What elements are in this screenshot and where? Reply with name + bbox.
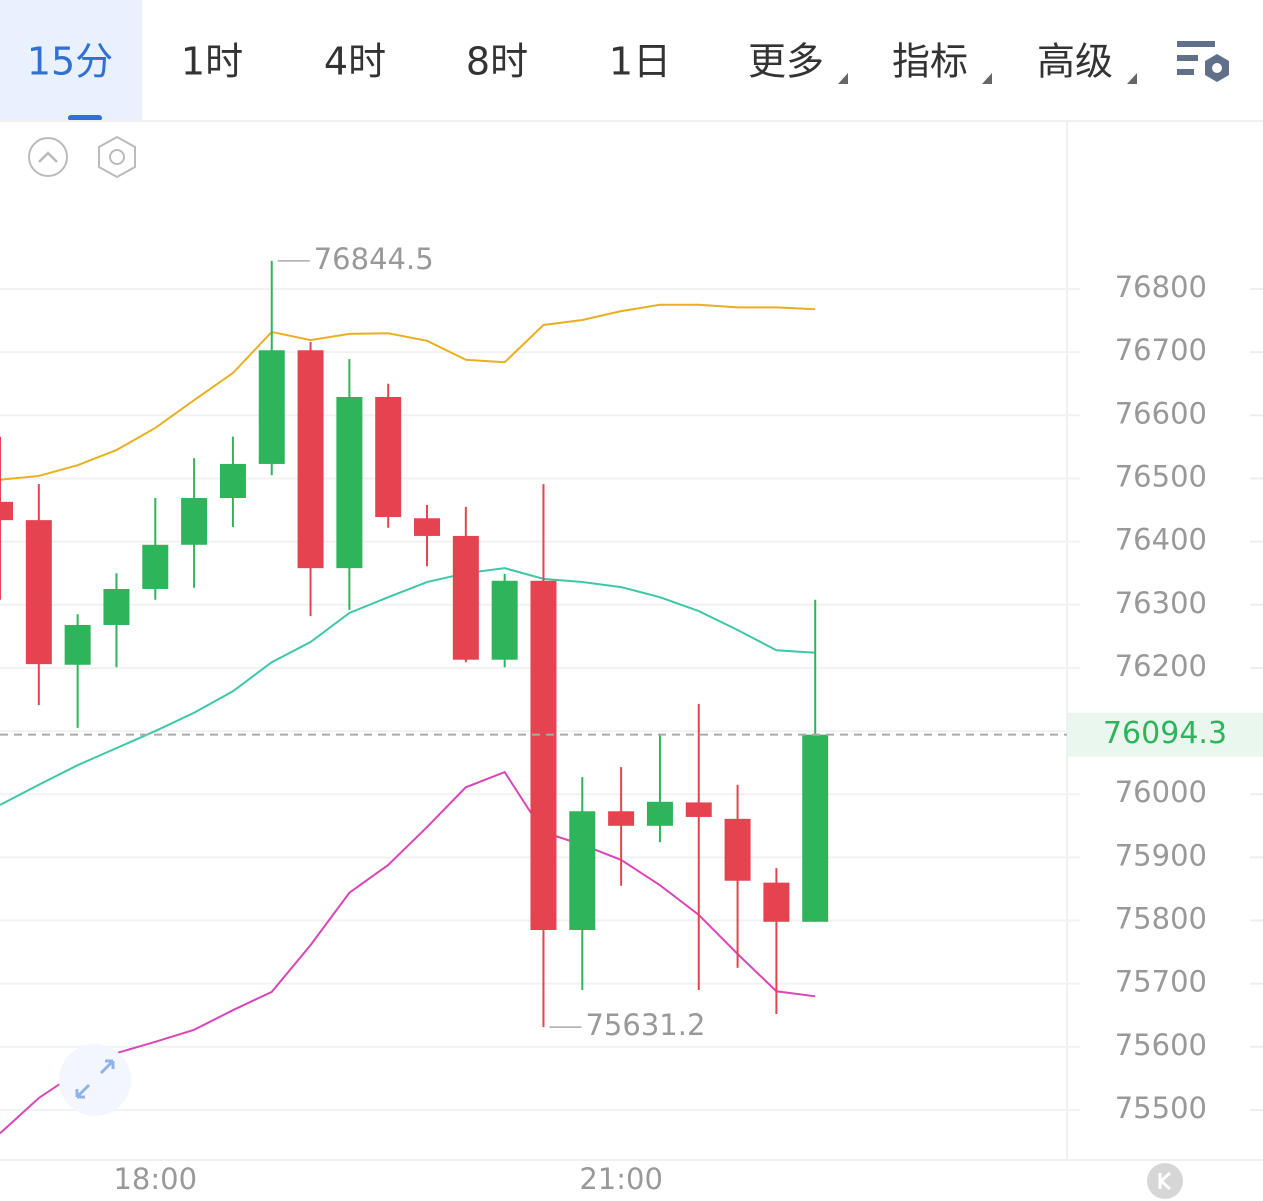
candle-body xyxy=(375,396,402,517)
y-tick-label: 76700 xyxy=(1115,333,1207,367)
dropdown-triangle xyxy=(1127,73,1137,84)
current-price-box xyxy=(1068,712,1263,757)
candle-body xyxy=(685,802,712,817)
tab[interactable]: 4时 xyxy=(324,40,386,84)
tab-label: 1时 xyxy=(181,40,243,84)
y-tick-label: 75600 xyxy=(1115,1028,1207,1062)
tab[interactable]: 更多 xyxy=(748,40,848,85)
collapse-circle xyxy=(28,137,68,177)
candle-body xyxy=(258,350,285,464)
candle-body xyxy=(608,811,635,826)
tab[interactable]: 指标 xyxy=(892,40,992,85)
expand-arrows xyxy=(75,1059,115,1099)
candle-body xyxy=(763,882,790,922)
current-price-label: 76094.3 xyxy=(1103,716,1227,751)
candle-body xyxy=(414,518,441,536)
x-tick-label: 21:00 xyxy=(579,1162,663,1196)
candle-body xyxy=(646,801,673,826)
y-tick-label: 75800 xyxy=(1115,902,1207,936)
tab-label: 8时 xyxy=(466,40,528,84)
dropdown-triangle xyxy=(982,73,992,84)
candle-body xyxy=(802,734,829,922)
candle-body xyxy=(219,463,246,499)
candle-body xyxy=(452,535,479,660)
candle-body xyxy=(530,580,557,930)
candle-body xyxy=(724,818,751,881)
tab-underline xyxy=(68,115,102,121)
y-tick-label: 75500 xyxy=(1115,1091,1207,1125)
x-tick-label: 18:00 xyxy=(113,1162,197,1196)
tab-label: 指标 xyxy=(892,40,968,84)
tab[interactable]: 高级 xyxy=(1037,40,1137,85)
y-tick-label: 76800 xyxy=(1115,270,1207,304)
tab-label: 1日 xyxy=(609,40,671,84)
tab[interactable]: 8时 xyxy=(466,40,528,84)
y-tick-label: 75900 xyxy=(1115,838,1207,872)
settings-dot xyxy=(109,149,125,165)
tab-label: 4时 xyxy=(324,40,386,84)
settings-gear-hole xyxy=(1212,63,1222,73)
candle-body xyxy=(64,624,91,665)
low-marker-label: 75631.2 xyxy=(585,1008,705,1042)
y-tick-label: 75700 xyxy=(1115,965,1207,999)
tab[interactable]: 1日 xyxy=(609,40,671,84)
expand-circle xyxy=(59,1044,131,1116)
candle-body xyxy=(491,580,518,660)
collapse-icon[interactable] xyxy=(28,137,68,177)
k-glyph xyxy=(1158,1171,1171,1191)
candle-body xyxy=(103,588,130,625)
candle-body xyxy=(181,498,208,545)
candle-body xyxy=(25,520,52,665)
dropdown-triangle xyxy=(838,73,848,84)
candle-body xyxy=(336,396,363,569)
chart-settings-icon[interactable] xyxy=(1177,41,1229,82)
band-line xyxy=(0,303,816,481)
tab-label: 高级 xyxy=(1037,40,1113,84)
k-circle xyxy=(1147,1163,1183,1199)
candle-body xyxy=(297,350,324,569)
tab[interactable]: 15分 xyxy=(0,0,142,121)
candle-body xyxy=(142,544,169,589)
k-button[interactable] xyxy=(1147,1163,1183,1199)
y-tick-label: 76600 xyxy=(1115,396,1207,430)
plot-area: 7550075600757007580075900760007610076200… xyxy=(0,242,1263,1196)
y-tick-label: 76500 xyxy=(1115,459,1207,493)
band-line xyxy=(0,567,816,806)
tab-label: 15分 xyxy=(27,40,113,84)
settings-hexagon xyxy=(98,135,136,179)
settings-lines xyxy=(1177,41,1215,75)
collapse-chevron xyxy=(38,151,58,163)
candle-body xyxy=(569,811,596,930)
high-marker-label: 76844.5 xyxy=(314,242,434,276)
candle-body xyxy=(0,501,13,521)
y-tick-label: 76400 xyxy=(1115,523,1207,557)
tab-label: 更多 xyxy=(748,40,824,84)
band-line xyxy=(0,770,816,1135)
expand-icon[interactable] xyxy=(59,1044,131,1116)
y-tick-label: 76200 xyxy=(1115,649,1207,683)
y-tick-label: 76000 xyxy=(1115,775,1207,809)
settings-icon[interactable] xyxy=(98,135,136,179)
y-tick-label: 76300 xyxy=(1115,586,1207,620)
toolbar: 15分 1时 4时 8时 1日 更多 指标 高级 xyxy=(0,0,1229,121)
tab-highlight xyxy=(0,0,142,121)
tab[interactable]: 1时 xyxy=(181,40,243,84)
